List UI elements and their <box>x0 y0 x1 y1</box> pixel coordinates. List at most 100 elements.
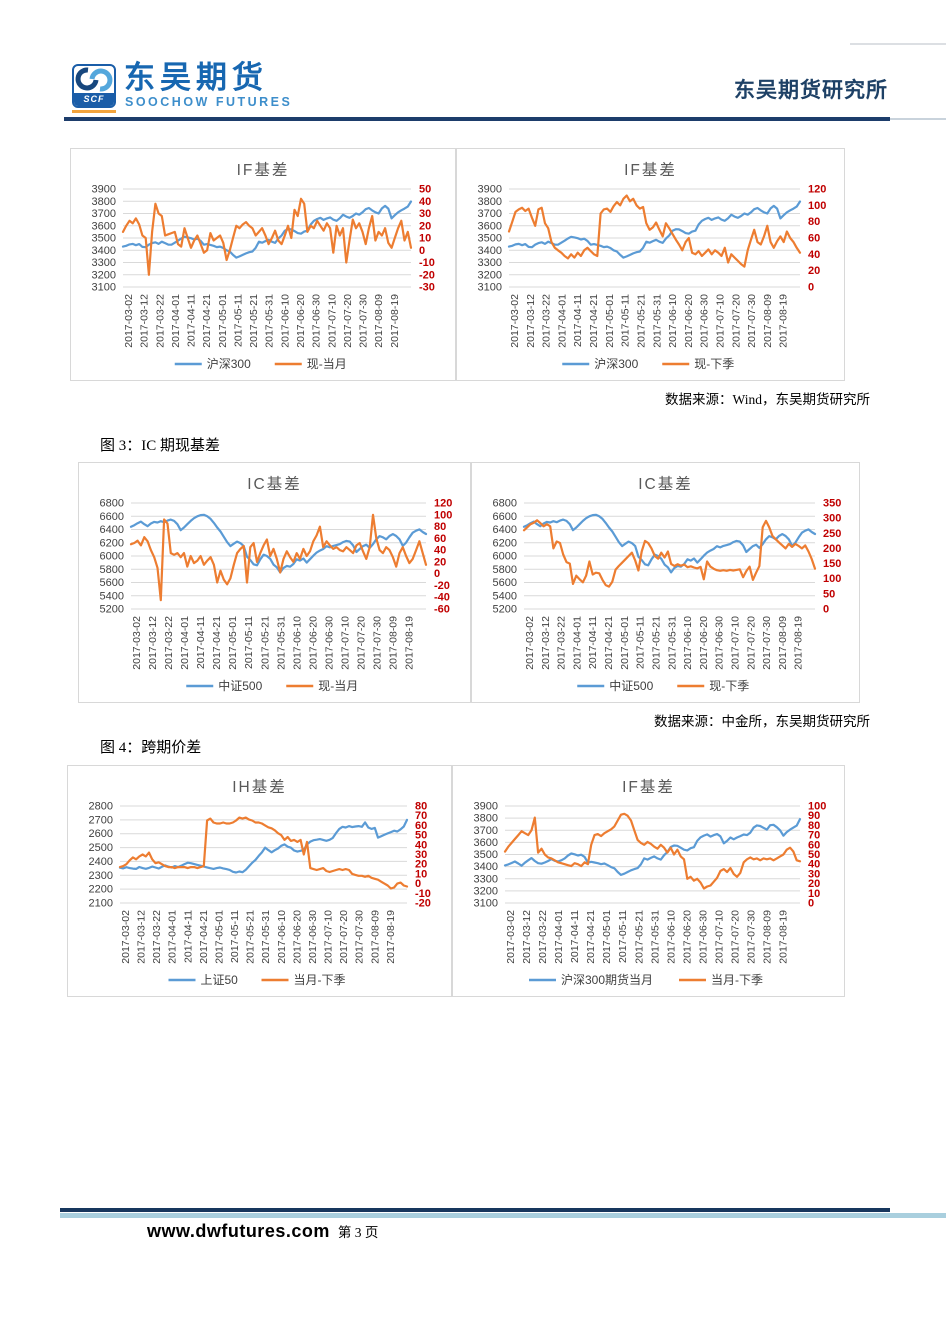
svg-text:2017-08-19: 2017-08-19 <box>778 294 790 348</box>
svg-text:2017-05-11: 2017-05-11 <box>635 616 647 669</box>
svg-text:2017-07-20: 2017-07-20 <box>355 616 367 670</box>
svg-text:IF基差: IF基差 <box>622 778 675 796</box>
svg-text:60: 60 <box>808 839 820 851</box>
svg-text:50: 50 <box>415 830 427 842</box>
svg-text:3400: 3400 <box>478 245 502 257</box>
svg-text:50: 50 <box>808 849 820 861</box>
svg-text:20: 20 <box>419 220 431 232</box>
svg-text:3800: 3800 <box>92 196 116 208</box>
svg-text:2017-08-19: 2017-08-19 <box>385 910 397 964</box>
svg-text:5800: 5800 <box>493 564 517 576</box>
svg-text:2017-08-19: 2017-08-19 <box>793 616 805 670</box>
svg-text:2017-06-10: 2017-06-10 <box>279 294 291 348</box>
svg-text:6200: 6200 <box>493 537 517 549</box>
svg-text:0: 0 <box>434 568 440 580</box>
svg-text:0: 0 <box>808 282 814 294</box>
svg-text:40: 40 <box>415 839 427 851</box>
svg-text:2017-03-22: 2017-03-22 <box>556 616 568 670</box>
chart-panel-ic-basis-nextq: IC基差 6800 6600 6400 6200 6000 5800 5600 5400 5200… <box>471 462 860 703</box>
svg-text:2017-04-01: 2017-04-01 <box>167 910 179 964</box>
svg-text:50: 50 <box>419 184 431 196</box>
svg-text:2017-07-30: 2017-07-30 <box>761 616 773 670</box>
svg-text:30: 30 <box>415 849 427 861</box>
svg-text:现-下季: 现-下季 <box>694 357 734 371</box>
svg-text:2017-08-19: 2017-08-19 <box>404 616 416 670</box>
svg-text:2017-03-12: 2017-03-12 <box>540 616 552 670</box>
svg-text:2017-04-11: 2017-04-11 <box>572 294 584 347</box>
research-institute-title: 东吴期货研究所 <box>734 79 888 102</box>
svg-text:2017-07-20: 2017-07-20 <box>729 910 741 964</box>
svg-text:100: 100 <box>434 509 452 521</box>
svg-text:当月-下季: 当月-下季 <box>711 973 763 987</box>
footer-website-link[interactable]: www.dwfutures.com <box>147 1221 330 1241</box>
svg-text:3300: 3300 <box>92 257 116 269</box>
svg-text:20: 20 <box>415 859 427 871</box>
svg-text:现-当月: 现-当月 <box>318 679 358 693</box>
svg-text:IC基差: IC基差 <box>247 475 302 493</box>
svg-text:2017-03-22: 2017-03-22 <box>537 910 549 964</box>
svg-text:2017-06-20: 2017-06-20 <box>683 294 695 348</box>
svg-text:250: 250 <box>823 528 841 540</box>
svg-text:2017-03-12: 2017-03-12 <box>136 910 148 964</box>
svg-text:2017-07-10: 2017-07-10 <box>323 910 335 964</box>
svg-text:100: 100 <box>823 573 841 585</box>
svg-text:2017-08-09: 2017-08-09 <box>762 910 774 964</box>
svg-text:5600: 5600 <box>493 577 517 589</box>
svg-text:2017-06-30: 2017-06-30 <box>307 910 319 964</box>
svg-text:2017-05-21: 2017-05-21 <box>259 616 271 670</box>
svg-text:2017-07-30: 2017-07-30 <box>746 294 758 348</box>
svg-text:2017-07-20: 2017-07-20 <box>338 910 350 964</box>
svg-text:5200: 5200 <box>493 604 517 616</box>
svg-text:5400: 5400 <box>493 590 517 602</box>
svg-text:3500: 3500 <box>474 849 498 861</box>
svg-text:2017-06-30: 2017-06-30 <box>323 616 335 670</box>
svg-text:中证500: 中证500 <box>609 678 653 693</box>
figure-3-heading: 图 3：IC 期现基差 <box>100 438 221 454</box>
svg-text:中证500: 中证500 <box>218 678 262 693</box>
svg-text:2017-05-31: 2017-05-31 <box>651 294 663 348</box>
svg-text:2017-07-10: 2017-07-10 <box>714 294 726 348</box>
svg-text:当月-下季: 当月-下季 <box>294 973 346 987</box>
figure-4-heading: 图 4：跨期价差 <box>100 740 202 756</box>
svg-text:40: 40 <box>434 545 446 557</box>
svg-text:80: 80 <box>808 216 820 228</box>
svg-text:2017-04-11: 2017-04-11 <box>569 910 581 963</box>
svg-text:2017-03-02: 2017-03-02 <box>524 616 536 670</box>
svg-text:-40: -40 <box>434 592 450 604</box>
logo-mark-icon <box>75 67 113 92</box>
svg-text:3800: 3800 <box>478 196 502 208</box>
svg-text:6600: 6600 <box>100 511 124 523</box>
svg-text:2017-05-11: 2017-05-11 <box>617 910 629 963</box>
svg-text:2017-05-11: 2017-05-11 <box>232 294 244 347</box>
svg-text:200: 200 <box>823 543 841 555</box>
svg-text:3600: 3600 <box>92 220 116 232</box>
header-rule-stub <box>890 118 946 120</box>
svg-text:2017-04-21: 2017-04-21 <box>198 910 210 964</box>
svg-text:2017-07-10: 2017-07-10 <box>729 616 741 670</box>
svg-text:2017-06-30: 2017-06-30 <box>697 910 709 964</box>
svg-text:2017-05-31: 2017-05-31 <box>275 616 287 670</box>
svg-text:0: 0 <box>808 898 814 910</box>
svg-text:2017-07-10: 2017-07-10 <box>339 616 351 670</box>
svg-text:2017-05-21: 2017-05-21 <box>633 910 645 964</box>
svg-text:3100: 3100 <box>478 282 502 294</box>
svg-text:3300: 3300 <box>474 873 498 885</box>
svg-text:2017-08-09: 2017-08-09 <box>369 910 381 964</box>
svg-text:2017-06-30: 2017-06-30 <box>311 294 323 348</box>
company-logo-icon: SCF <box>72 64 116 108</box>
svg-text:2017-04-11: 2017-04-11 <box>182 910 194 963</box>
svg-text:2017-07-30: 2017-07-30 <box>358 294 370 348</box>
svg-text:IF基差: IF基差 <box>237 161 290 179</box>
svg-text:30: 30 <box>419 208 431 220</box>
svg-text:2017-04-01: 2017-04-01 <box>553 910 565 964</box>
svg-text:350: 350 <box>823 498 841 510</box>
svg-text:2017-05-31: 2017-05-31 <box>264 294 276 348</box>
svg-text:150: 150 <box>823 558 841 570</box>
svg-text:2017-05-01: 2017-05-01 <box>619 616 631 670</box>
svg-text:5800: 5800 <box>100 564 124 576</box>
svg-text:2017-03-02: 2017-03-02 <box>505 910 517 964</box>
svg-text:2017-03-12: 2017-03-12 <box>147 616 159 670</box>
svg-text:2017-04-01: 2017-04-01 <box>170 294 182 348</box>
svg-text:3200: 3200 <box>92 269 116 281</box>
footer-page-number: 第 3 页 <box>337 1225 379 1240</box>
